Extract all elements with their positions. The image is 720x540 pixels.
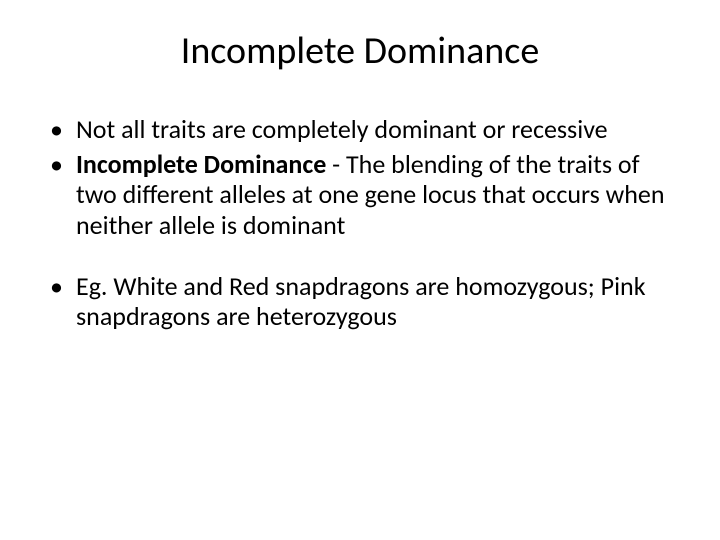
bullet-item: Eg. White and Red snapdragons are homozy… [50, 271, 670, 332]
slide-title: Incomplete Dominance [50, 28, 670, 74]
slide: Incomplete Dominance Not all traits are … [0, 0, 720, 540]
bullet-list: Not all traits are completely dominant o… [50, 114, 670, 241]
bullet-list: Eg. White and Red snapdragons are homozy… [50, 271, 670, 332]
spacer [50, 245, 670, 271]
slide-body: Not all traits are completely dominant o… [50, 114, 670, 332]
bold-term: Incomplete Dominance [76, 148, 326, 180]
bullet-item: Not all traits are completely dominant o… [50, 114, 670, 145]
bullet-item: Incomplete Dominance - The blending of t… [50, 149, 670, 241]
